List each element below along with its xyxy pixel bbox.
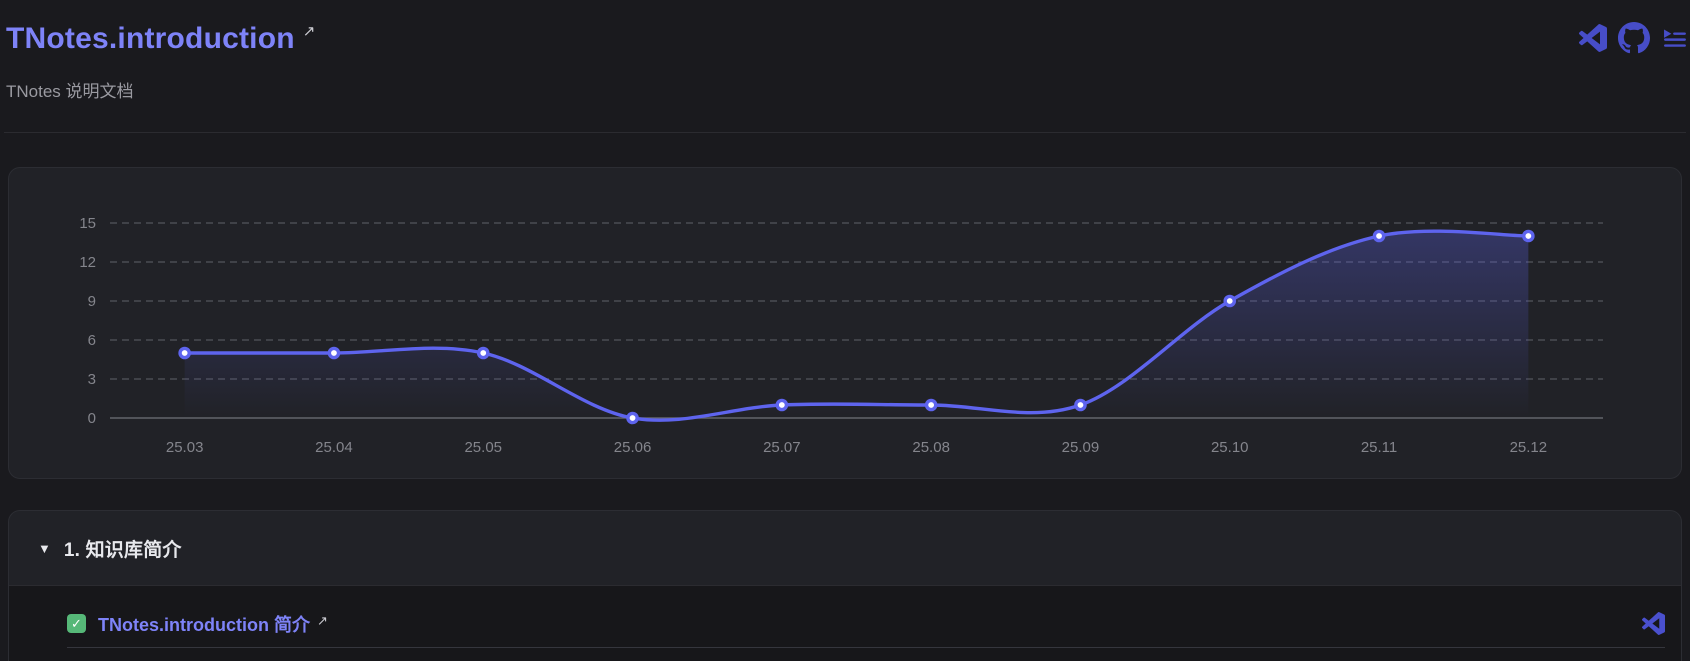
svg-text:0: 0 xyxy=(88,410,96,427)
svg-text:12: 12 xyxy=(79,254,96,271)
svg-text:15: 15 xyxy=(79,215,96,232)
notes-section-card: ▼ 1. 知识库简介 ✓ TNotes.introduction 简介 ↗ xyxy=(8,510,1682,661)
svg-text:3: 3 xyxy=(88,371,96,388)
header-divider xyxy=(4,132,1686,133)
collapse-triangle-icon: ▼ xyxy=(38,540,51,556)
svg-text:25.09: 25.09 xyxy=(1062,439,1100,456)
section-header-toggle[interactable]: ▼ 1. 知识库简介 xyxy=(9,511,1681,585)
external-link-arrow-icon: ↗ xyxy=(302,23,316,40)
svg-text:25.05: 25.05 xyxy=(464,439,502,456)
svg-text:25.10: 25.10 xyxy=(1211,439,1249,456)
task-checkbox-checked[interactable]: ✓ xyxy=(67,614,86,633)
svg-text:25.06: 25.06 xyxy=(614,439,652,456)
github-icon[interactable] xyxy=(1618,22,1650,54)
page-title[interactable]: TNotes.introduction ↗ xyxy=(6,22,316,56)
activity-chart-card: 0 3 6 9 12 15 25.03 25.04 25.05 25.06 25.07 25.08 25… xyxy=(8,167,1682,479)
svg-text:6: 6 xyxy=(88,332,96,349)
vscode-icon[interactable] xyxy=(1579,24,1607,52)
vscode-icon[interactable] xyxy=(1642,612,1665,635)
svg-text:25.04: 25.04 xyxy=(315,439,353,456)
page-header: TNotes.introduction ↗ TNotes 说明文档 xyxy=(6,22,1690,101)
svg-text:9: 9 xyxy=(88,293,96,310)
svg-text:25.11: 25.11 xyxy=(1361,439,1397,456)
header-actions xyxy=(1579,16,1687,60)
task-link[interactable]: TNotes.introduction 简介 ↗ xyxy=(98,611,328,637)
task-list: ✓ TNotes.introduction 简介 ↗ xyxy=(67,600,1665,648)
svg-text:25.07: 25.07 xyxy=(763,439,801,456)
page-subtitle: TNotes 说明文档 xyxy=(6,82,134,101)
task-link-text: TNotes.introduction 简介 xyxy=(98,614,315,635)
svg-text:25.12: 25.12 xyxy=(1510,439,1548,456)
task-row: ✓ TNotes.introduction 简介 ↗ xyxy=(67,600,1665,648)
activity-line-chart[interactable]: 0 3 6 9 12 15 25.03 25.04 25.05 25.06 25.07 25.08 25… xyxy=(9,168,1681,478)
outline-menu-icon[interactable] xyxy=(1661,25,1687,51)
section-title: 1. 知识库简介 xyxy=(63,539,182,561)
checkmark-icon: ✓ xyxy=(71,616,82,631)
svg-text:25.03: 25.03 xyxy=(166,439,204,456)
external-link-arrow-icon: ↗ xyxy=(316,612,328,628)
page-title-text: TNotes.introduction xyxy=(6,22,295,55)
section-content: ✓ TNotes.introduction 简介 ↗ xyxy=(9,585,1681,661)
svg-text:25.08: 25.08 xyxy=(912,439,950,456)
